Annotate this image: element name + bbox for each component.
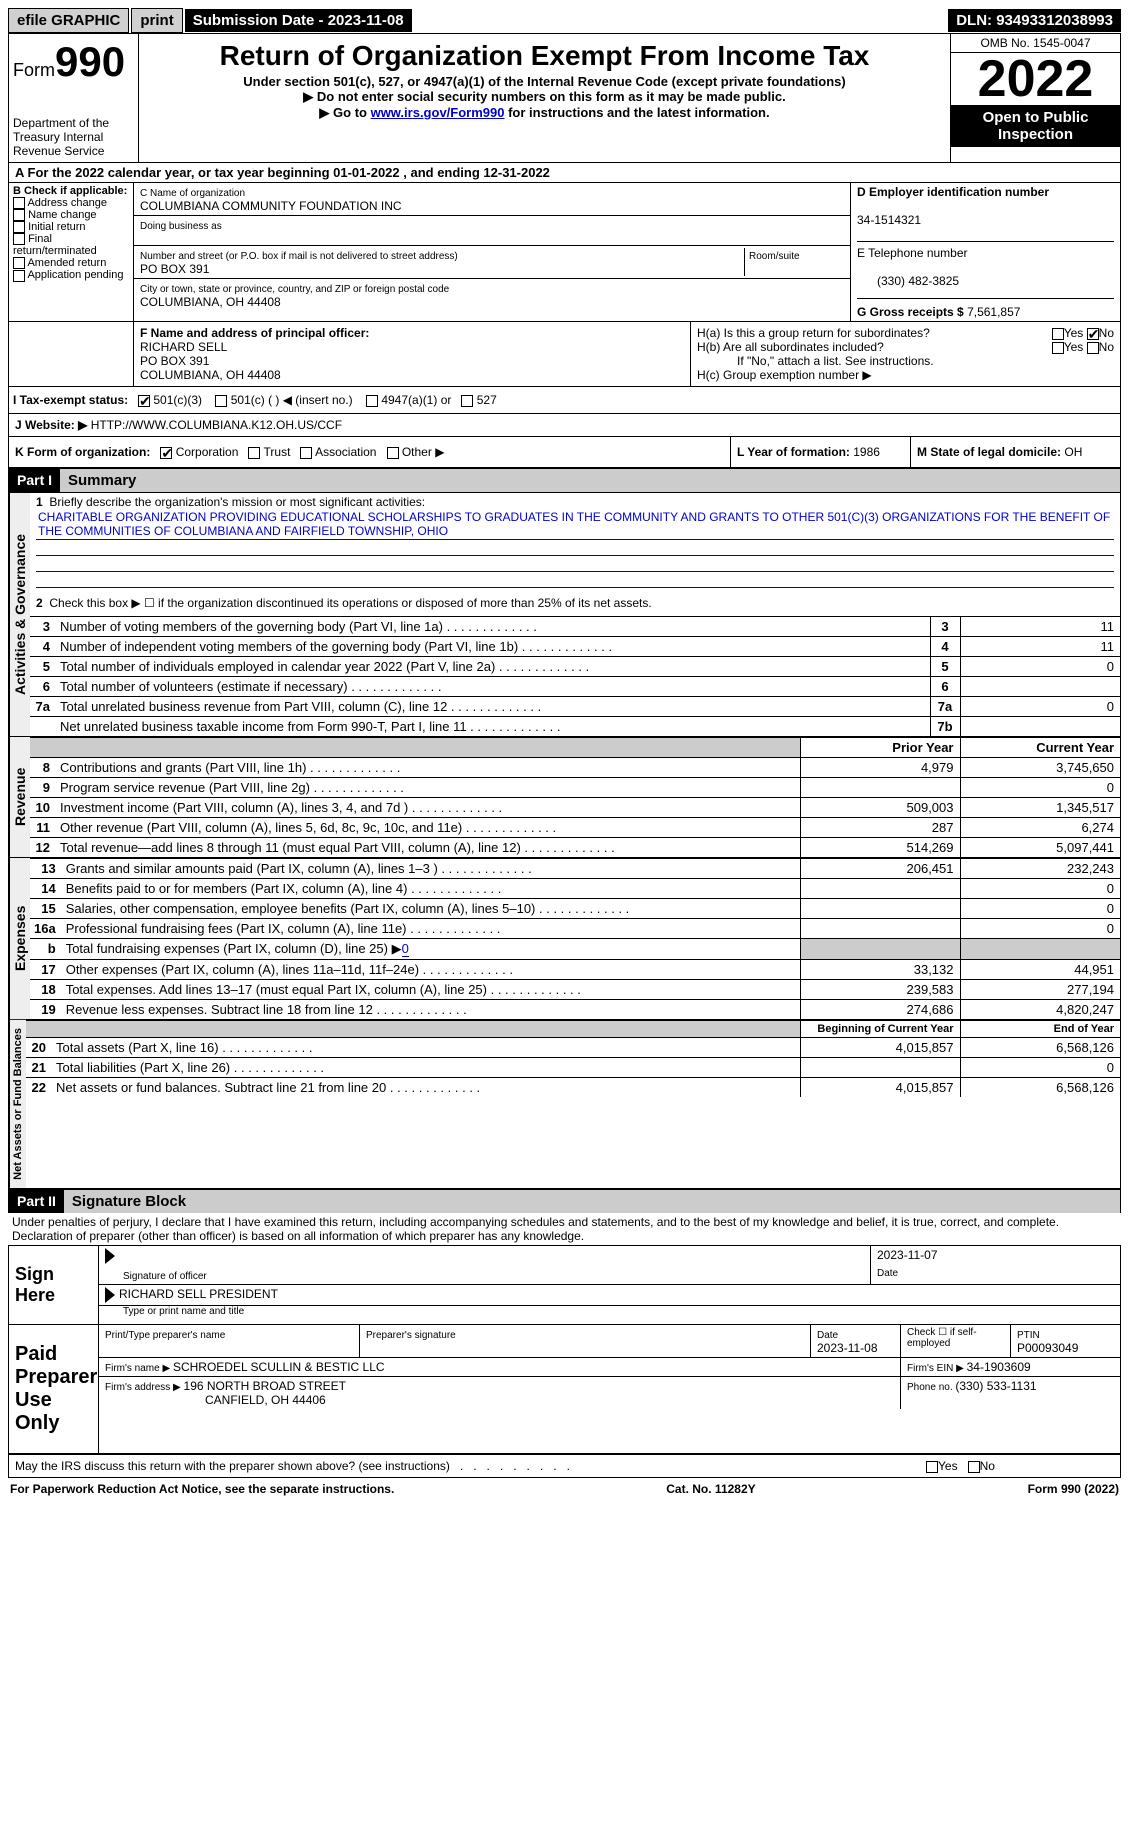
mission-text: CHARITABLE ORGANIZATION PROVIDING EDUCAT…: [36, 509, 1114, 540]
website: HTTP://WWW.COLUMBIANA.K12.OH.US/CCF: [91, 418, 342, 432]
ptin: P00093049: [1017, 1341, 1078, 1355]
ein: 34-1514321: [857, 213, 921, 227]
paid-preparer-section: Paid Preparer Use Only Print/Type prepar…: [8, 1325, 1121, 1454]
city: COLUMBIANA, OH 44408: [140, 295, 281, 309]
table-netassets: Beginning of Current YearEnd of Year20To…: [26, 1020, 1120, 1097]
discuss-row: May the IRS discuss this return with the…: [8, 1454, 1121, 1478]
col-c: C Name of organization COLUMBIANA COMMUN…: [134, 183, 850, 321]
form-title: Return of Organization Exempt From Incom…: [143, 40, 946, 72]
firm-name: SCHROEDEL SCULLIN & BESTIC LLC: [173, 1360, 385, 1374]
street: PO BOX 391: [140, 262, 209, 276]
arrow-icon: [105, 1248, 115, 1264]
irs-link[interactable]: www.irs.gov/Form990: [371, 105, 505, 120]
gross-receipts: 7,561,857: [967, 305, 1020, 319]
firm-ein: 34-1903609: [967, 1360, 1031, 1374]
table-ag: 3Number of voting members of the governi…: [30, 616, 1120, 736]
part1-revenue: Revenue Prior YearCurrent Year8Contribut…: [8, 736, 1121, 857]
vlabel-rev: Revenue: [9, 737, 30, 857]
subtitle-2: ▶ Do not enter social security numbers o…: [143, 89, 946, 105]
officer-signed: RICHARD SELL PRESIDENT: [119, 1287, 278, 1301]
print-button[interactable]: print: [131, 8, 182, 33]
part1-expenses: Expenses 13Grants and similar amounts pa…: [8, 857, 1121, 1019]
tax-year: 2022: [951, 53, 1120, 105]
efile-label: efile GRAPHIC: [8, 8, 129, 33]
org-name: COLUMBIANA COMMUNITY FOUNDATION INC: [140, 199, 402, 213]
arrow-icon: [105, 1287, 115, 1303]
subtitle-1: Under section 501(c), 527, or 4947(a)(1)…: [143, 74, 946, 89]
section-bcdeg: B Check if applicable: Address change Na…: [8, 182, 1121, 321]
table-expenses: 13Grants and similar amounts paid (Part …: [30, 858, 1120, 1019]
vlabel-ag: Activities & Governance: [9, 493, 30, 736]
col-b: B Check if applicable: Address change Na…: [9, 183, 134, 321]
page-footer: For Paperwork Reduction Act Notice, see …: [8, 1478, 1121, 1500]
part2-header: Part II Signature Block: [8, 1189, 1121, 1213]
vlabel-exp: Expenses: [9, 858, 30, 1019]
line-a: A For the 2022 calendar year, or tax yea…: [8, 162, 1121, 182]
form-number: Form990: [13, 38, 134, 86]
phone: (330) 482-3825: [857, 274, 959, 288]
subtitle-3: ▶ Go to www.irs.gov/Form990 for instruct…: [143, 105, 946, 121]
firm-phone: (330) 533-1131: [955, 1379, 1036, 1393]
section-fh: F Name and address of principal officer:…: [8, 321, 1121, 386]
table-revenue: Prior YearCurrent Year8Contributions and…: [30, 737, 1120, 857]
dept-label: Department of the Treasury Internal Reve…: [13, 116, 134, 158]
line-i: I Tax-exempt status: 501(c)(3) 501(c) ( …: [8, 386, 1121, 413]
submission-date: Submission Date - 2023-11-08: [185, 9, 412, 32]
officer-name: RICHARD SELL: [140, 340, 227, 354]
open-to-public: Open to Public Inspection: [951, 105, 1120, 147]
col-d: D Employer identification number 34-1514…: [850, 183, 1120, 321]
dln-label: DLN: 93493312038993: [948, 9, 1121, 32]
form-header: Form990 Department of the Treasury Inter…: [8, 33, 1121, 162]
top-bar: efile GRAPHIC print Submission Date - 20…: [8, 8, 1121, 33]
part1-header: Part I Summary: [8, 468, 1121, 492]
line-klm: K Form of organization: Corporation Trus…: [8, 436, 1121, 468]
sign-here-section: Sign Here 2023-11-07 Signature of office…: [8, 1245, 1121, 1325]
line-j: J Website: ▶ HTTP://WWW.COLUMBIANA.K12.O…: [8, 413, 1121, 436]
declaration: Under penalties of perjury, I declare th…: [8, 1213, 1121, 1245]
part1-netassets: Net Assets or Fund Balances Beginning of…: [8, 1019, 1121, 1189]
part1-body: Activities & Governance 1 Briefly descri…: [8, 492, 1121, 736]
vlabel-na: Net Assets or Fund Balances: [9, 1020, 26, 1188]
